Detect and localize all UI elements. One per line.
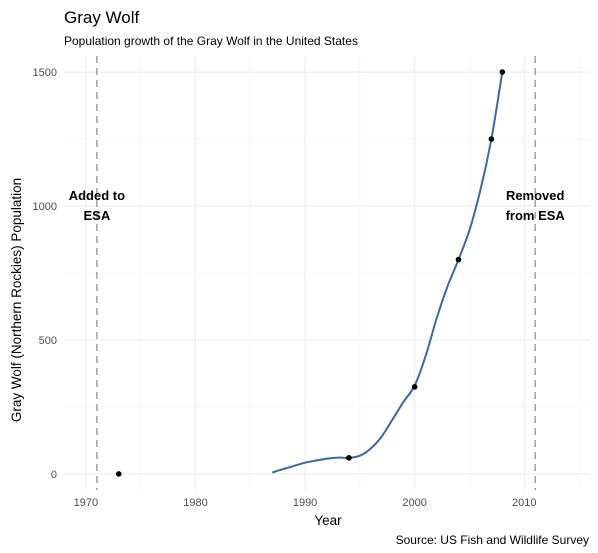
data-point: [488, 136, 495, 142]
x-tick-label: 1970: [74, 497, 98, 509]
data-point: [411, 384, 418, 390]
grid-layer: [64, 56, 590, 490]
annotation-label: ESA: [84, 208, 111, 223]
data-point: [455, 256, 462, 263]
chart-caption: Source: US Fish and Wildlife Survey: [396, 533, 589, 547]
data-point: [346, 455, 352, 461]
population-trend-line: [271, 71, 504, 474]
x-tick-label: 1980: [183, 497, 207, 509]
annotations: Added to ESA Removed from ESA: [69, 188, 566, 223]
annotation-label: from ESA: [506, 208, 566, 223]
y-axis-title: Gray Wolf (Northern Rockies) Population: [9, 178, 24, 422]
y-tick-label: 1000: [33, 201, 57, 213]
x-tick-label: 2010: [512, 497, 536, 509]
data-point: [499, 69, 506, 75]
points-layer: [115, 69, 506, 477]
chart-title: Gray Wolf: [64, 8, 140, 27]
x-tick-label: 1990: [293, 497, 317, 509]
y-tick-label: 0: [51, 469, 57, 481]
vertical-reference-lines: [96, 56, 537, 490]
annotation-label: Removed: [506, 188, 565, 203]
y-tick-label: 500: [39, 335, 57, 347]
y-tick-label: 1500: [33, 67, 57, 79]
x-axis-title: Year: [314, 513, 342, 528]
x-tick-labels: 1970 1980 1990 2000 2010: [74, 497, 537, 509]
data-point: [115, 471, 122, 477]
chart-subtitle: Population growth of the Gray Wolf in th…: [64, 34, 358, 48]
smooth-line-layer: [271, 71, 504, 474]
annotation-label: Added to: [69, 188, 125, 203]
y-tick-labels: 0 500 1000 1500: [33, 67, 57, 481]
x-tick-label: 2000: [402, 497, 426, 509]
